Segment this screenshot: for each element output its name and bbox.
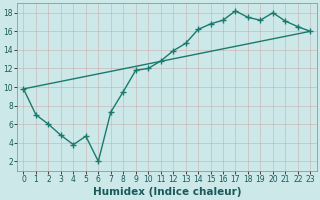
X-axis label: Humidex (Indice chaleur): Humidex (Indice chaleur) [93, 187, 241, 197]
